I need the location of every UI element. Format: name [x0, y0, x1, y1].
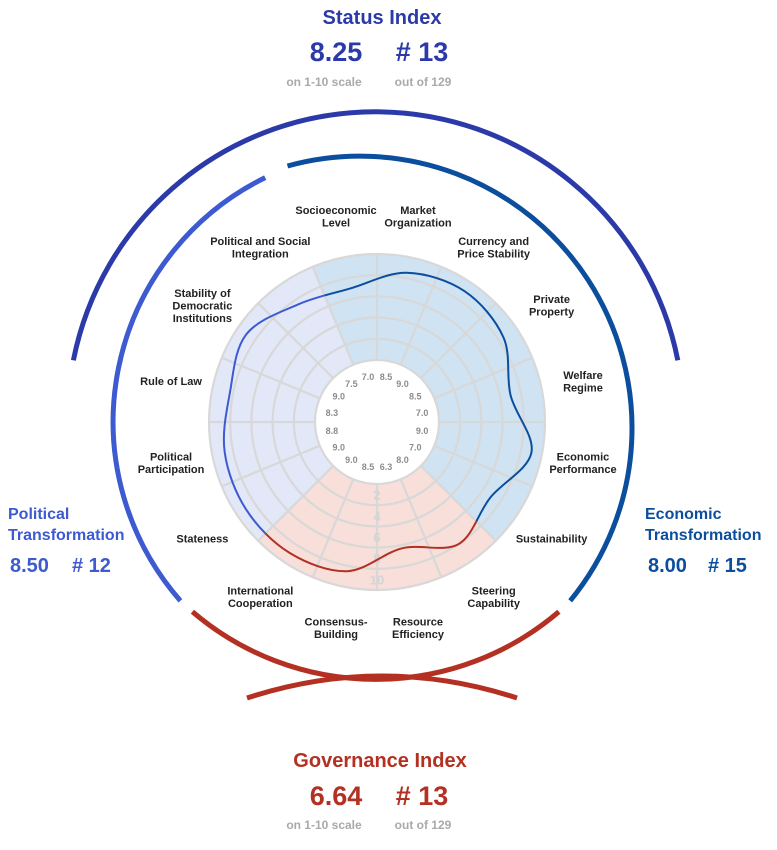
sector-political: [221, 445, 334, 541]
category-value-label: 8.5: [380, 372, 393, 382]
status-index-rank: # 13: [396, 37, 449, 67]
category-value-label: 9.0: [332, 443, 345, 453]
political-transformation-rank: # 12: [72, 555, 111, 577]
grid-spoke: [311, 266, 355, 366]
category-value-label: 8.3: [326, 408, 339, 418]
sector-governance: [258, 465, 354, 578]
economic-transformation-title-line1: Economic: [645, 506, 722, 523]
sector-economic: [434, 357, 545, 422]
sector-political: [209, 357, 320, 422]
governance-index-title: Governance Index: [293, 750, 466, 772]
grid-spoke: [420, 302, 497, 379]
status-index-score: 8.25: [310, 37, 363, 67]
sector-economic: [312, 254, 377, 365]
category-label: Rule of Law: [140, 376, 202, 388]
governance-index-score-note: on 1-10 scale: [286, 818, 362, 832]
category-label: Political Participation: [138, 452, 205, 477]
status-index-arc: [70, 109, 681, 361]
economic-transformation-rank: # 15: [708, 555, 747, 577]
category-value-label: 8.5: [362, 462, 375, 472]
radar-series: [222, 271, 533, 573]
category-label: International Cooperation: [227, 585, 293, 610]
category-value-label: 8.5: [409, 391, 422, 401]
category-value-label: 7.0: [416, 408, 429, 418]
grid-spoke: [399, 478, 443, 578]
category-value-label: 6.3: [380, 462, 393, 472]
sector-economic: [420, 303, 533, 399]
sector-governance: [312, 479, 377, 590]
group-sectors: [209, 254, 545, 590]
status-index-score-note: on 1-10 scale: [286, 75, 362, 89]
status-index-title: Status Index: [323, 7, 442, 29]
economic-transformation-arc: [286, 153, 635, 603]
grid-spoke: [257, 465, 334, 542]
category-value-label: 7.5: [345, 379, 358, 389]
grid-spoke: [311, 478, 355, 578]
scale-tick-label: 6: [373, 530, 380, 545]
governance-index-rank: # 13: [396, 781, 449, 811]
scale-tick-label: 2: [373, 488, 380, 503]
category-value-label: 7.0: [362, 372, 375, 382]
grid-spoke: [433, 444, 533, 488]
category-value-label: 8.8: [326, 426, 339, 436]
economic-transformation-score: 8.00: [648, 555, 687, 577]
category-value-label: 7.0: [409, 443, 422, 453]
political-transformation-arc: [110, 175, 267, 603]
status-index-rank-note: out of 129: [395, 75, 452, 89]
governance-index-score: 6.64: [310, 781, 363, 811]
category-label: Sustainability: [516, 534, 588, 546]
governance-index-arc: [190, 609, 561, 682]
grid-spoke: [399, 266, 443, 366]
scale-tick-label: 8: [373, 551, 380, 566]
category-value-label: 9.0: [416, 426, 429, 436]
governance-index-base-arc: [246, 673, 518, 701]
category-value-label: 9.0: [396, 379, 409, 389]
category-label: Economic Performance: [549, 452, 616, 477]
category-label: Currency and Price Stability: [457, 236, 531, 261]
sector-political: [258, 266, 354, 379]
sector-political: [209, 422, 320, 487]
category-label: Stateness: [176, 534, 228, 546]
sector-economic: [420, 445, 533, 541]
radar-grid: [207, 252, 547, 592]
scale-tick-label: 10: [370, 572, 384, 587]
category-label: Consensus-Building: [305, 617, 368, 642]
scale-tick-label: 4: [373, 509, 381, 524]
sector-economic: [434, 422, 545, 487]
category-label: Private Property: [529, 294, 575, 319]
radar-scale-ticks: 2 4 6 8 10: [370, 488, 384, 588]
sector-economic: [400, 266, 496, 379]
category-label: Resource Efficiency: [392, 617, 445, 642]
sector-economic: [377, 254, 442, 365]
series-line-governance: [222, 422, 533, 573]
category-label: Welfare Regime: [563, 370, 603, 395]
sector-governance: [400, 465, 496, 578]
category-label: Socioeconomic Level: [295, 205, 376, 230]
category-value-label: 9.0: [332, 391, 345, 401]
economic-transformation-title-line2: Transformation: [645, 527, 761, 544]
category-label: Political and Social Integration: [210, 236, 310, 261]
category-label: Stability of Democratic Institutions: [172, 288, 232, 325]
sector-political: [221, 303, 334, 399]
category-value-labels: 8.59.08.57.09.07.08.06.38.59.09.08.88.39…: [326, 372, 429, 472]
sector-governance: [377, 479, 442, 590]
governance-index-rank-note: out of 129: [395, 818, 452, 832]
category-label: Market Organization: [384, 205, 452, 230]
political-transformation-score: 8.50: [10, 555, 49, 577]
grid-spoke: [420, 465, 497, 542]
grid-ring: [313, 358, 441, 486]
political-transformation-title-line2: Transformation: [8, 527, 124, 544]
category-value-label: 9.0: [345, 455, 358, 465]
grid-spoke: [221, 356, 321, 400]
category-value-label: 8.0: [396, 455, 409, 465]
category-label: Steering Capability: [467, 585, 520, 610]
political-transformation-title-line1: Political: [8, 506, 69, 523]
grid-spoke: [221, 444, 321, 488]
grid-spoke: [433, 356, 533, 400]
